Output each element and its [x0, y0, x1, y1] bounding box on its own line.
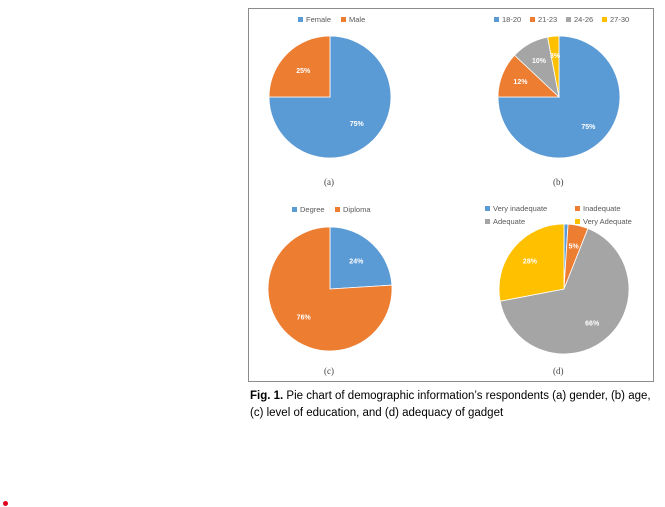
- legend-label: Male: [349, 15, 366, 24]
- legend-item: Adequate: [485, 216, 525, 227]
- legend-item: Very inadequate: [485, 203, 547, 214]
- caption-text: Pie chart of demographic information’s r…: [250, 390, 651, 419]
- legend-swatch: [602, 17, 607, 22]
- legend-label: Very inadequate: [493, 204, 548, 213]
- legend-label: 21-23: [538, 15, 558, 24]
- legend-swatch: [530, 17, 535, 22]
- legend-item: Diploma: [335, 204, 371, 215]
- red-dot-marker: [3, 501, 8, 506]
- legend-label: Adequate: [493, 217, 526, 226]
- legend-label: 18-20: [502, 15, 522, 24]
- pie-data-label: 5%: [569, 243, 580, 250]
- legend-item: 27-30: [602, 14, 629, 25]
- pie-data-label: 10%: [532, 58, 547, 65]
- legend-item: Degree: [292, 204, 325, 215]
- legend-item: Female: [298, 14, 331, 25]
- figure-caption: Fig. 1. Pie chart of demographic informa…: [250, 388, 655, 422]
- legend-label: Very Adequate: [583, 217, 632, 226]
- panel-label-b: (b): [553, 177, 564, 187]
- legend-swatch: [485, 219, 490, 224]
- legend-swatch: [575, 206, 580, 211]
- legend-label: 27-30: [610, 15, 630, 24]
- legend-label: Female: [306, 15, 332, 24]
- pie-data-label: 75%: [581, 124, 596, 131]
- pie-data-label: 76%: [297, 315, 312, 322]
- legend-swatch: [335, 207, 340, 212]
- pie-data-label: 3%: [550, 53, 561, 60]
- legend-label: 24-26: [574, 15, 594, 24]
- legend-swatch: [575, 219, 580, 224]
- pie-slice-very-adequate: [498, 223, 565, 302]
- legend-item: 24-26: [566, 14, 593, 25]
- pie-slice-adequate: [499, 228, 630, 355]
- legend-item: Male: [341, 14, 365, 25]
- legend-swatch: [485, 206, 490, 211]
- legend-swatch: [566, 17, 571, 22]
- pie-slice-male: [268, 35, 331, 98]
- pie-data-label: 24%: [349, 258, 364, 265]
- legend-label: Inadequate: [583, 204, 621, 213]
- legend-swatch: [494, 17, 499, 22]
- legend-item: 21-23: [530, 14, 557, 25]
- legend-item: 18-20: [494, 14, 521, 25]
- pie-slice-27-30: [547, 35, 560, 98]
- legend-label: Degree: [300, 205, 325, 214]
- legend-swatch: [341, 17, 346, 22]
- legend-swatch: [298, 17, 303, 22]
- legend-label: Diploma: [343, 205, 371, 214]
- pie-data-label: 75%: [350, 121, 365, 128]
- pie-data-label: 28%: [523, 258, 538, 265]
- legend-item: Very Adequate: [575, 216, 632, 227]
- panel-label-a: (a): [324, 177, 334, 187]
- panel-label-c: (c): [324, 366, 334, 376]
- pie-slice-diploma: [267, 226, 393, 352]
- pie-data-label: 25%: [296, 68, 311, 75]
- legend-item: Inadequate: [575, 203, 621, 214]
- pie-data-label: 12%: [513, 79, 528, 86]
- pie-data-label: 66%: [585, 321, 600, 328]
- legend-swatch: [292, 207, 297, 212]
- panel-label-d: (d): [553, 366, 564, 376]
- caption-label: Fig. 1.: [250, 390, 284, 402]
- pie-slice-degree: [329, 226, 393, 290]
